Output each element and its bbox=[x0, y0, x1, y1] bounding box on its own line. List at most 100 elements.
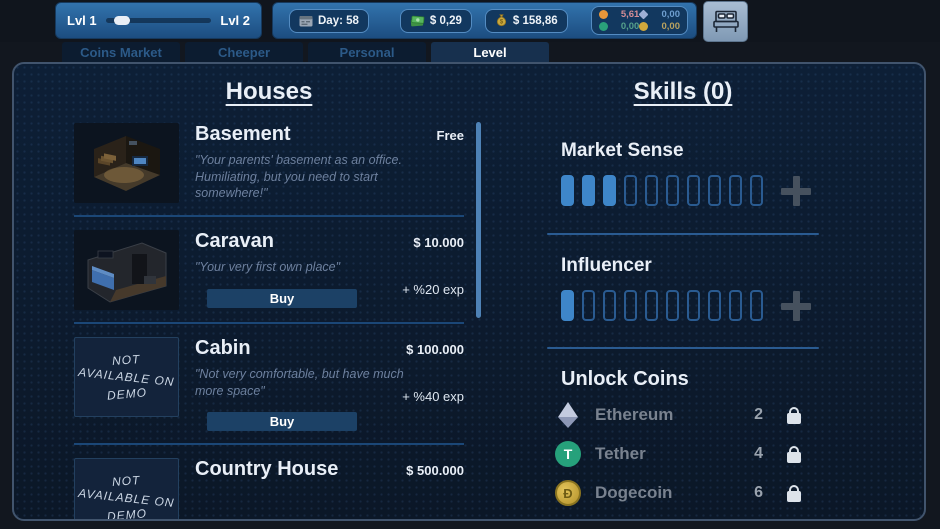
cash-chip: $ 0,29 bbox=[399, 8, 472, 33]
ticker-dogecoin: 0,00 bbox=[639, 21, 680, 32]
unlock-level-requirement: 4 bbox=[754, 445, 763, 462]
skill-bar-segment bbox=[750, 290, 763, 321]
skill-bar-segment bbox=[666, 290, 679, 321]
caravan-thumbnail bbox=[74, 230, 179, 310]
house-price: Free bbox=[436, 128, 464, 143]
houses-section: Houses bbox=[74, 78, 464, 521]
caravan-image bbox=[74, 230, 179, 310]
house-description: "Your parents' basement as an office. Hu… bbox=[195, 153, 402, 200]
dogecoin-coin-icon: Ð bbox=[555, 480, 581, 506]
house-row-country-house: NOT AVAILABLE ON DEMO Country House $ 50… bbox=[74, 445, 464, 521]
skills-title: Skills (0) bbox=[633, 78, 733, 105]
add-influencer-button[interactable] bbox=[781, 290, 811, 321]
house-row-caravan: Caravan $ 10.000 "Your very first own pl… bbox=[74, 217, 464, 324]
skill-influencer-label: Influencer bbox=[561, 255, 652, 276]
calendar-icon bbox=[299, 15, 313, 26]
ticker-bitcoin-value: 5,61 bbox=[620, 8, 640, 20]
tab-coins-market[interactable]: Coins Market bbox=[62, 42, 180, 62]
tab-bar: Coins Market Cheeper Personal Level bbox=[62, 42, 549, 62]
day-counter-value: Day: 58 bbox=[318, 14, 359, 27]
skill-bar-segment bbox=[624, 290, 637, 321]
skill-bar-segment bbox=[645, 290, 658, 321]
house-price: $ 100.000 bbox=[406, 342, 464, 357]
skill-bar-segment bbox=[645, 175, 658, 206]
unlock-coin-name: Ethereum bbox=[595, 405, 674, 424]
buy-cabin-button[interactable]: Buy bbox=[207, 412, 357, 431]
house-name: Cabin bbox=[195, 337, 251, 359]
house-name: Country House bbox=[195, 458, 339, 480]
unlock-level-requirement: 6 bbox=[754, 484, 763, 501]
add-market-sense-button[interactable] bbox=[781, 175, 811, 206]
skill-bar-segment bbox=[708, 290, 721, 321]
sleep-button[interactable] bbox=[703, 1, 748, 42]
level-next-label: Lvl 2 bbox=[220, 13, 250, 28]
stats-panel: Day: 58 $ 0,29 $ $ 158,86 5,61 bbox=[272, 2, 697, 39]
level-progress-thumb[interactable] bbox=[114, 16, 131, 25]
skill-bar-segment bbox=[666, 175, 679, 206]
skill-bar-segment bbox=[708, 175, 721, 206]
basement-thumbnail bbox=[74, 123, 179, 203]
skills-separator bbox=[547, 233, 819, 235]
house-price: $ 500.000 bbox=[406, 463, 464, 478]
houses-title: Houses bbox=[225, 78, 313, 105]
unlock-row-tether: T Tether 4 bbox=[555, 439, 819, 469]
unlock-row-dogecoin: Ð Dogecoin 6 bbox=[555, 478, 819, 508]
skill-bar-segment bbox=[687, 290, 700, 321]
skill-bar-segment bbox=[729, 175, 742, 206]
unlock-coins-title: Unlock Coins bbox=[561, 368, 689, 390]
basement-room-image bbox=[74, 123, 179, 203]
svg-text:$: $ bbox=[500, 19, 504, 25]
level-progress-track[interactable] bbox=[105, 16, 212, 25]
skill-market-sense-label: Market Sense bbox=[561, 140, 684, 161]
skills-separator bbox=[547, 347, 819, 349]
skill-bar-segment bbox=[687, 175, 700, 206]
houses-scrollbar-thumb[interactable] bbox=[476, 122, 481, 318]
ticker-ethereum-value: 0,00 bbox=[661, 8, 681, 20]
bank-value: $ 158,86 bbox=[512, 14, 558, 27]
house-row-basement: Basement Free "Your parents' basement as… bbox=[74, 110, 464, 217]
level-screen-panel: Houses bbox=[12, 62, 926, 521]
skill-bar-segment bbox=[603, 290, 616, 321]
country-house-info: Country House $ 500.000 bbox=[195, 458, 464, 519]
ticker-bitcoin: 5,61 bbox=[598, 8, 640, 20]
tether-icon bbox=[598, 22, 608, 32]
cash-icon bbox=[410, 15, 425, 26]
house-description: "Your very first own place" bbox=[195, 260, 341, 274]
caravan-info: Caravan $ 10.000 "Your very first own pl… bbox=[195, 230, 464, 310]
house-exp-bonus: + %40 exp bbox=[402, 389, 464, 404]
note-line: DEMO bbox=[105, 506, 148, 521]
top-bar: Lvl 1 Lvl 2 Day: 58 $ 0,29 bbox=[0, 0, 940, 42]
buy-caravan-button[interactable]: Buy bbox=[207, 288, 357, 308]
skills-section: Skills (0) Market Sense Influencer Unloc… bbox=[547, 78, 819, 508]
unlock-level-requirement: 2 bbox=[754, 406, 763, 423]
money-bag-icon: $ bbox=[496, 14, 507, 27]
tab-cheeper[interactable]: Cheeper bbox=[185, 42, 303, 62]
cash-value: $ 0,29 bbox=[429, 14, 462, 27]
skill-influencer-bars bbox=[561, 290, 763, 321]
house-exp-bonus: + %20 exp bbox=[402, 282, 464, 297]
ethereum-coin-icon bbox=[555, 402, 581, 428]
country-house-not-available-note: NOT AVAILABLE ON DEMO bbox=[74, 458, 179, 521]
skill-bar-segment bbox=[603, 175, 616, 206]
ethereum-icon bbox=[638, 9, 649, 20]
tab-level[interactable]: Level bbox=[431, 42, 549, 62]
day-counter-chip: Day: 58 bbox=[289, 8, 369, 33]
skill-influencer-row bbox=[561, 290, 819, 321]
skill-market-sense-bars bbox=[561, 175, 763, 206]
coin-ticker-panel: 5,61 0,00 0,00 0,00 bbox=[590, 6, 688, 35]
house-name: Basement bbox=[195, 123, 291, 145]
unlock-row-ethereum: Ethereum 2 bbox=[555, 400, 819, 430]
lock-icon bbox=[787, 406, 801, 424]
ticker-dogecoin-value: 0,00 bbox=[661, 21, 681, 33]
ticker-tether-value: 0,00 bbox=[620, 21, 640, 33]
note-line: AVAILABLE ON bbox=[77, 485, 176, 511]
tab-personal[interactable]: Personal bbox=[308, 42, 426, 62]
note-line: AVAILABLE ON bbox=[77, 364, 176, 390]
unlock-coin-name: Dogecoin bbox=[595, 483, 673, 502]
bed-icon bbox=[712, 10, 739, 32]
house-row-cabin: NOT AVAILABLE ON DEMO Cabin $ 100.000 "N… bbox=[74, 324, 464, 445]
basement-info: Basement Free "Your parents' basement as… bbox=[195, 123, 464, 203]
note-line: DEMO bbox=[105, 385, 148, 403]
skill-bar-segment bbox=[561, 175, 574, 206]
skill-bar-segment bbox=[582, 175, 595, 206]
